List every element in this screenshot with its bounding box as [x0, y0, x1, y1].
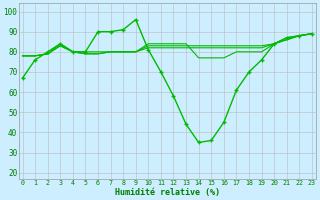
X-axis label: Humidité relative (%): Humidité relative (%): [115, 188, 220, 197]
